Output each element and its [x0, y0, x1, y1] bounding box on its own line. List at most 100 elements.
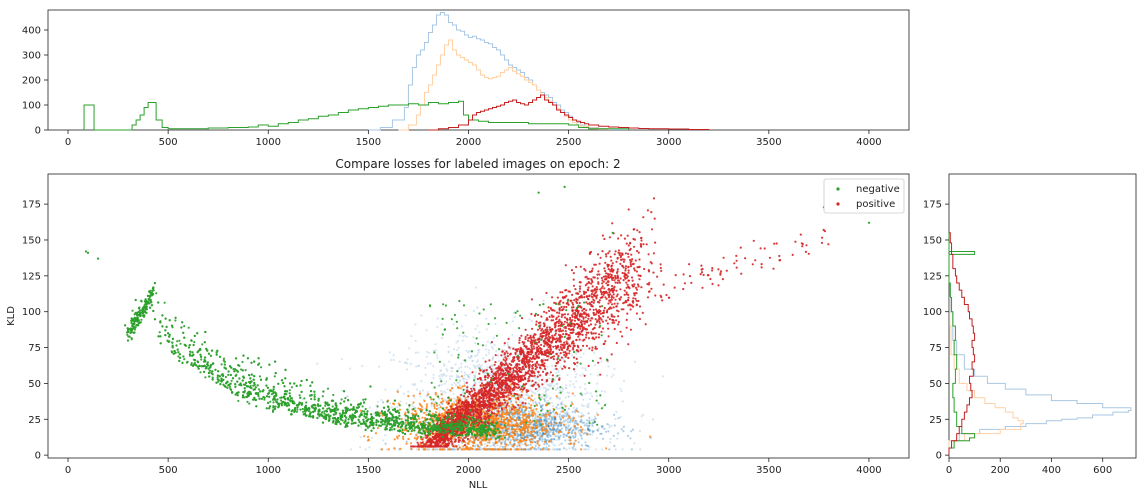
- scatter-point-orange: [506, 417, 509, 420]
- scatter-point-red-fan: [452, 445, 455, 448]
- scatter-point-light-blue: [519, 446, 522, 449]
- scatter-point-light-blue: [467, 356, 470, 359]
- scatter-point-light-blue: [523, 435, 527, 438]
- scatter-point-light-blue: [562, 388, 565, 391]
- scatter-point-orange: [488, 441, 491, 444]
- scatter-point-light-blue: [465, 378, 469, 381]
- scatter-point-orange: [544, 429, 547, 432]
- scatter-point-light-blue: [584, 428, 587, 432]
- scatter-point-light-blue: [472, 386, 475, 389]
- scatter-point-light-blue: [468, 367, 471, 370]
- scatter-point-light-blue: [484, 446, 487, 449]
- scatter-point-light-blue: [477, 349, 480, 352]
- scatter-point-light-blue: [558, 397, 562, 400]
- scatter-point-light-blue: [454, 448, 457, 451]
- scatter-point-red-fan: [524, 335, 527, 339]
- scatter-point-light-blue: [316, 362, 319, 365]
- scatter-point-light-blue: [584, 440, 587, 444]
- scatter-point-red-fan: [597, 336, 601, 339]
- scatter-point-light-blue: [577, 415, 580, 418]
- scatter-point-blue: [541, 404, 544, 407]
- scatter-point-blue: [567, 421, 570, 424]
- scatter-point-red-fan: [624, 269, 627, 272]
- scatter-point-light-blue: [384, 434, 387, 437]
- scatter-point-orange: [567, 431, 570, 435]
- scatter-point-light-blue: [392, 358, 395, 361]
- scatter-point-light-blue: [478, 381, 481, 384]
- scatter-point-light-blue: [550, 384, 553, 387]
- scatter-point-light-blue: [432, 365, 435, 368]
- scatter-point-orange: [450, 386, 454, 390]
- scatter-point-blue: [543, 399, 547, 402]
- scatter-point-light-blue: [549, 410, 552, 413]
- scatter-point-orange: [396, 437, 399, 440]
- scatter-point-orange: [508, 409, 511, 412]
- scatter-point-orange: [534, 413, 537, 416]
- scatter-point-light-blue: [460, 362, 463, 365]
- scatter-point-light-blue: [510, 400, 513, 403]
- scatter-point-red-fan: [615, 295, 618, 298]
- scatter-point-light-blue: [473, 365, 477, 368]
- scatter-point-orange: [524, 413, 527, 416]
- scatter-point-blue: [558, 448, 561, 451]
- scatter-point-red-fan: [598, 262, 601, 265]
- scatter-point-orange: [463, 384, 466, 387]
- scatter-point-blue: [567, 425, 570, 428]
- scatter-point-red-fan: [512, 371, 515, 374]
- scatter-point-light-blue: [491, 356, 495, 359]
- scatter-point-orange: [528, 419, 532, 422]
- scatter-point-light-blue: [553, 379, 556, 382]
- scatter-point-orange: [511, 445, 514, 448]
- scatter-point-light-blue: [549, 397, 553, 400]
- scatter-point-red-fan: [573, 362, 576, 365]
- scatter-point-light-blue: [474, 377, 477, 380]
- scatter-point-light-blue: [453, 400, 456, 403]
- scatter-point-light-blue: [560, 401, 563, 404]
- scatter-point-orange: [498, 413, 501, 416]
- scatter-point-blue: [597, 429, 600, 432]
- scatter-point-red-fan: [575, 338, 578, 342]
- scatter-point-red-fan: [534, 381, 537, 384]
- scatter-point-light-blue: [432, 349, 435, 352]
- scatter-point-light-blue: [586, 405, 589, 408]
- scatter-point-red-fan: [563, 365, 566, 368]
- scatter-point-orange: [387, 448, 390, 451]
- scatter-point-light-blue: [440, 390, 443, 393]
- scatter-point-red-fan: [494, 361, 497, 364]
- scatter-point-light-blue: [411, 405, 415, 408]
- scatter-point-orange: [513, 443, 516, 446]
- scatter-point-orange: [580, 415, 583, 418]
- scatter-point-orange: [501, 414, 504, 417]
- scatter-point-light-blue: [450, 354, 453, 357]
- scatter-point-red-fan: [583, 374, 586, 377]
- scatter-point-light-blue: [574, 448, 577, 451]
- scatter-point-light-blue: [490, 345, 494, 349]
- scatter-point-blue: [579, 433, 582, 436]
- scatter-point-light-blue: [551, 448, 554, 451]
- scatter-point-blue: [571, 435, 575, 438]
- top-histogram-x-ticks: 0 500 1000 1500 2000 2500 3000 3500 4000: [65, 130, 882, 148]
- scatter-point-light-blue: [434, 343, 437, 346]
- scatter-point-orange: [515, 439, 518, 442]
- scatter-point-light-blue: [471, 359, 474, 363]
- scatter-point-light-blue: [574, 448, 577, 451]
- scatter-point-light-blue: [558, 374, 561, 377]
- scatter-point-light-blue: [462, 391, 465, 394]
- scatter-point-red-fan: [627, 269, 630, 272]
- scatter-point-blue: [548, 409, 551, 412]
- scatter-point-blue: [630, 448, 634, 451]
- scatter-point-orange: [494, 448, 497, 451]
- scatter-point-red-fan: [616, 302, 619, 305]
- scatter-point-orange: [397, 434, 401, 437]
- scatter-point-red-fan: [600, 276, 604, 280]
- scatter-point-red-fan: [595, 313, 598, 316]
- scatter-point-light-blue: [547, 399, 550, 402]
- scatter-point-orange: [534, 422, 538, 425]
- scatter-point-light-blue: [516, 389, 519, 392]
- scatter-point-light-blue: [511, 333, 514, 336]
- scatter-point-light-blue: [545, 427, 548, 430]
- scatter-point-light-blue: [508, 357, 511, 360]
- scatter-point-red-fan: [589, 319, 592, 322]
- scatter-point-red-fan: [616, 281, 619, 284]
